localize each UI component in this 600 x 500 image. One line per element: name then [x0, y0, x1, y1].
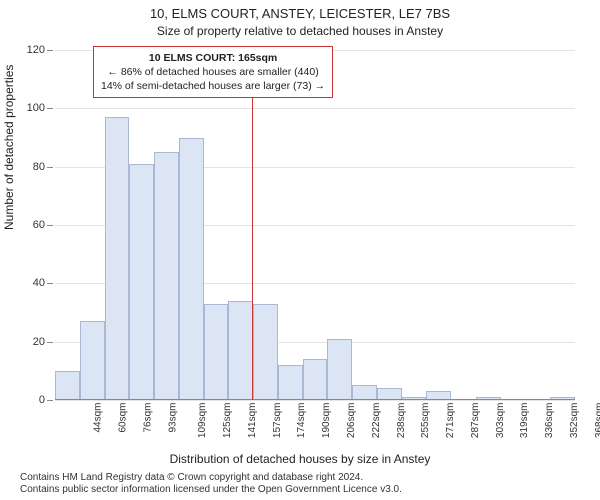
x-tick-label: 190sqm [321, 403, 332, 439]
x-tick-label: 44sqm [93, 403, 104, 433]
footer-line-1: Contains HM Land Registry data © Crown c… [20, 472, 402, 484]
footer-attribution: Contains HM Land Registry data © Crown c… [20, 472, 402, 496]
y-tick [47, 283, 53, 284]
chart-plot-area: 02040608010012044sqm60sqm76sqm93sqm109sq… [55, 50, 575, 400]
y-tick [47, 167, 53, 168]
x-tick-label: 76sqm [142, 403, 153, 433]
x-tick-label: 271sqm [445, 403, 456, 439]
footer-line-2: Contains public sector information licen… [20, 484, 402, 496]
x-tick-label: 60sqm [118, 403, 129, 433]
annotation-box: 10 ELMS COURT: 165sqm← 86% of detached h… [93, 46, 333, 98]
x-tick-label: 125sqm [222, 403, 233, 439]
bar [228, 301, 253, 400]
chart-title-main: 10, ELMS COURT, ANSTEY, LEICESTER, LE7 7… [0, 6, 600, 21]
y-tick [47, 225, 53, 226]
bar [327, 339, 352, 400]
annotation-line3: 14% of semi-detached houses are larger (… [101, 79, 325, 93]
x-tick-label: 93sqm [167, 403, 178, 433]
x-tick-label: 174sqm [297, 403, 308, 439]
y-tick-label: 40 [17, 277, 45, 289]
y-tick-label: 120 [17, 44, 45, 56]
x-tick-label: 336sqm [544, 403, 555, 439]
bar [278, 365, 303, 400]
x-tick-label: 157sqm [272, 403, 283, 439]
y-tick [47, 50, 53, 51]
x-tick-label: 206sqm [346, 403, 357, 439]
y-tick [47, 400, 53, 401]
marker-vline [252, 50, 253, 400]
x-tick-label: 255sqm [420, 403, 431, 439]
bar [129, 164, 154, 400]
bar [80, 321, 105, 400]
x-tick-label: 222sqm [371, 403, 382, 439]
y-tick-label: 100 [17, 102, 45, 114]
x-tick-label: 303sqm [495, 403, 506, 439]
x-tick-label: 238sqm [396, 403, 407, 439]
x-tick-label: 287sqm [470, 403, 481, 439]
x-axis-label: Distribution of detached houses by size … [0, 452, 600, 466]
x-tick-label: 109sqm [198, 403, 209, 439]
y-axis-label: Number of detached properties [2, 65, 16, 230]
y-tick-label: 60 [17, 219, 45, 231]
annotation-line1: 10 ELMS COURT: 165sqm [101, 51, 325, 65]
annotation-line2: ← 86% of detached houses are smaller (44… [101, 65, 325, 79]
gridline [55, 400, 575, 401]
x-tick-label: 319sqm [519, 403, 530, 439]
bar [253, 304, 278, 400]
chart-title-sub: Size of property relative to detached ho… [0, 24, 600, 38]
y-tick [47, 342, 53, 343]
y-tick [47, 108, 53, 109]
bar [352, 385, 377, 400]
bar [105, 117, 130, 400]
x-tick-label: 141sqm [247, 403, 258, 439]
x-axis-baseline [55, 399, 575, 400]
y-tick-label: 80 [17, 161, 45, 173]
bar [204, 304, 229, 400]
bar [154, 152, 179, 400]
x-tick-label: 368sqm [594, 403, 600, 439]
x-tick-label: 352sqm [569, 403, 580, 439]
bar [55, 371, 80, 400]
y-tick-label: 0 [17, 394, 45, 406]
y-tick-label: 20 [17, 336, 45, 348]
bar [303, 359, 328, 400]
bar [179, 138, 204, 401]
bars-container [55, 50, 575, 400]
